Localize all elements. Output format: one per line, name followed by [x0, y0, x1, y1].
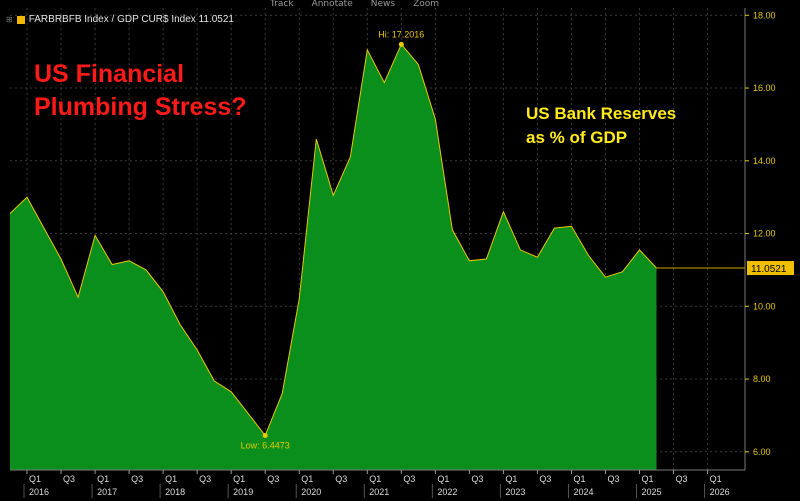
- legend: ⊞ FARBRBFB Index / GDP CUR$ Index 11.052…: [6, 14, 234, 25]
- x-tick-label: Q3: [539, 474, 551, 484]
- annotation-marker: [398, 41, 404, 47]
- last-value-badge: [747, 261, 794, 276]
- x-tick-label: Q1: [642, 474, 654, 484]
- last-value-label: 11.0521: [751, 264, 787, 275]
- x-tick-label: Q1: [97, 474, 109, 484]
- x-tick-label: Q3: [607, 474, 619, 484]
- y-tick-label: 12.00: [753, 229, 776, 239]
- legend-swatch: [16, 15, 25, 24]
- annotation-marker: [262, 433, 268, 439]
- y-tick-label: 8.00: [753, 374, 771, 384]
- x-tick-label: Q1: [710, 474, 722, 484]
- zoom-tool[interactable]: Zoom: [413, 0, 440, 9]
- x-year-label: 2025: [642, 487, 662, 497]
- series-area: [9, 43, 745, 471]
- x-tick-label: Q3: [131, 474, 143, 484]
- track-tool[interactable]: Track: [270, 0, 294, 9]
- series-area-fill: [10, 44, 657, 471]
- y-tick-label: 16.00: [753, 83, 776, 93]
- x-tick-label: Q1: [233, 474, 245, 484]
- series-line: [9, 43, 657, 437]
- x-tick-label: Q1: [301, 474, 313, 484]
- x-tick-label: Q3: [676, 474, 688, 484]
- x-tick-label: Q1: [573, 474, 585, 484]
- chart-subtitle: US Bank Reserves as % of GDP: [526, 102, 676, 150]
- y-tick-label: 14.00: [753, 156, 776, 166]
- low-annotation: Low: 6.4473: [241, 441, 290, 451]
- chart-title-line-2: Plumbing Stress?: [34, 93, 247, 121]
- axes: 6.00 8.00 10.00 12.00 14.00 16.00 18.00 11.0521…: [10, 8, 794, 498]
- chart-subtitle-line-1: US Bank Reserves: [526, 104, 677, 123]
- x-year-label: 2022: [437, 487, 457, 497]
- x-tick-label: Q1: [505, 474, 517, 484]
- y-tick-label: 18.00: [753, 10, 776, 20]
- x-year-label: 2024: [573, 487, 593, 497]
- x-year-label: 2021: [369, 487, 389, 497]
- chart-toolbar: Track Annotate News Zoom: [270, 0, 439, 10]
- x-year-label: 2017: [97, 487, 117, 497]
- y-tick-label: 6.00: [753, 447, 771, 457]
- legend-label: FARBRBFB Index / GDP CUR$ Index 11.0521: [28, 14, 234, 25]
- annotate-tool[interactable]: Annotate: [311, 0, 353, 9]
- x-tick-label: Q3: [471, 474, 483, 484]
- x-tick-label: Q3: [403, 474, 415, 484]
- chart-title-line-1: US Financial: [34, 60, 185, 88]
- chart-title: US Financial Plumbing Stress?: [34, 58, 247, 124]
- x-tick-label: Q3: [335, 474, 347, 484]
- x-tick-label: Q3: [63, 474, 75, 484]
- annotations: Hi: 17.2016 Low: 6.4473: [241, 29, 425, 450]
- x-tick-label: Q1: [29, 474, 41, 484]
- x-tick-label: Q3: [267, 474, 279, 484]
- high-annotation: Hi: 17.2016: [378, 29, 424, 39]
- y-tick-label: 10.00: [753, 301, 776, 311]
- x-tick-label: Q1: [165, 474, 177, 484]
- x-year-label: 2019: [233, 487, 253, 497]
- x-year-label: 2018: [165, 487, 185, 497]
- legend-grip-icon[interactable]: ⊞: [6, 15, 13, 24]
- x-tick-label: Q1: [437, 474, 449, 484]
- x-year-label: 2026: [710, 487, 730, 497]
- news-tool[interactable]: News: [370, 0, 396, 9]
- x-year-label: 2023: [505, 487, 525, 497]
- x-tick-label: Q3: [199, 474, 211, 484]
- x-tick-label: Q1: [369, 474, 381, 484]
- x-year-label: 2020: [301, 487, 321, 497]
- x-year-label: 2016: [29, 487, 49, 497]
- chart-subtitle-line-2: as % of GDP: [526, 128, 628, 147]
